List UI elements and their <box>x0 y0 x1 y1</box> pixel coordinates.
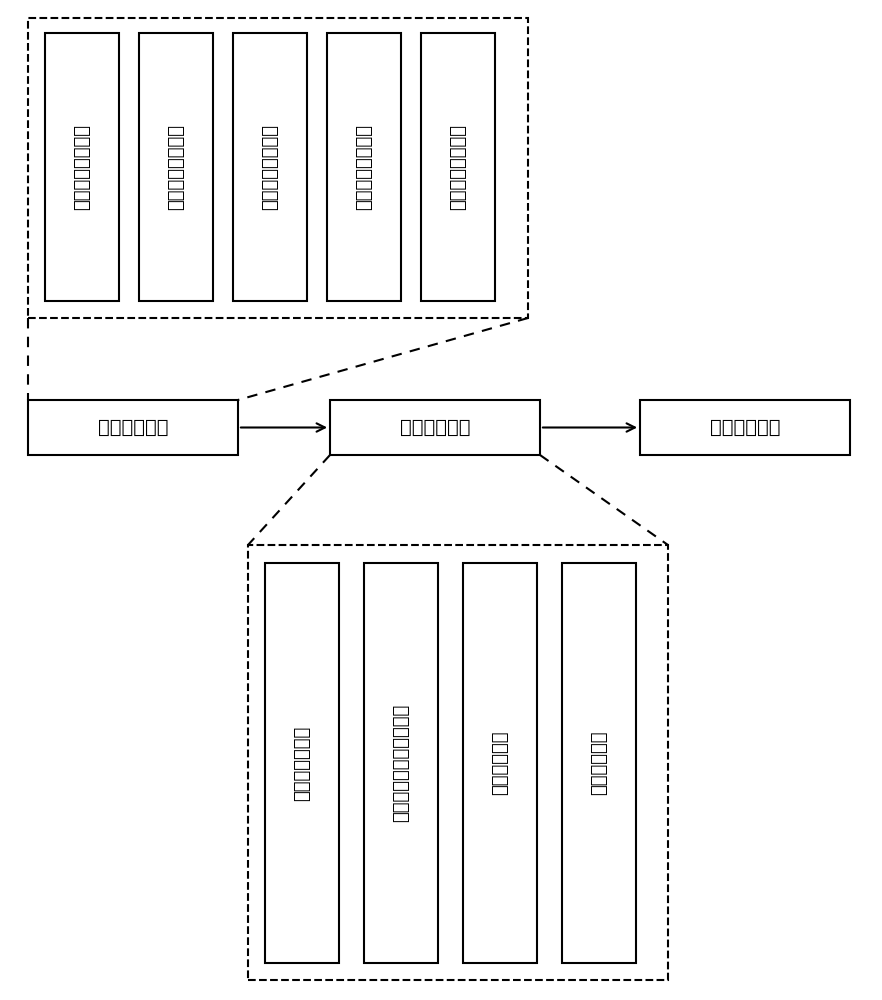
Text: 环境信息采集环节: 环境信息采集环节 <box>355 124 373 210</box>
Bar <box>463 563 537 963</box>
Text: 能耗信息采集环节: 能耗信息采集环节 <box>261 124 279 210</box>
Text: 路径规划环节: 路径规划环节 <box>710 418 781 437</box>
Text: 模型训练环节: 模型训练环节 <box>590 731 608 795</box>
Bar <box>364 563 438 963</box>
Bar <box>28 18 528 318</box>
Text: 二氧化碳排放量计算环节: 二氧化碳排放量计算环节 <box>392 704 410 822</box>
Bar <box>640 400 850 455</box>
Text: 数据采集环节: 数据采集环节 <box>98 418 168 437</box>
Bar <box>45 33 119 301</box>
Bar <box>265 563 339 963</box>
Bar <box>327 33 401 301</box>
Text: 车辆信息采集环节: 车辆信息采集环节 <box>167 124 185 210</box>
Bar <box>139 33 213 301</box>
Text: 模型构建环节: 模型构建环节 <box>400 418 470 437</box>
Text: 道路信息采集环节: 道路信息采集环节 <box>73 124 91 210</box>
Text: 数据预处理环节: 数据预处理环节 <box>293 725 311 801</box>
Bar <box>562 563 636 963</box>
Bar <box>233 33 307 301</box>
Bar <box>248 545 668 980</box>
Bar <box>330 400 540 455</box>
Bar <box>421 33 495 301</box>
Text: 特征选择环节: 特征选择环节 <box>491 731 509 795</box>
Bar <box>28 400 238 455</box>
Text: 载重信息采集环节: 载重信息采集环节 <box>449 124 467 210</box>
